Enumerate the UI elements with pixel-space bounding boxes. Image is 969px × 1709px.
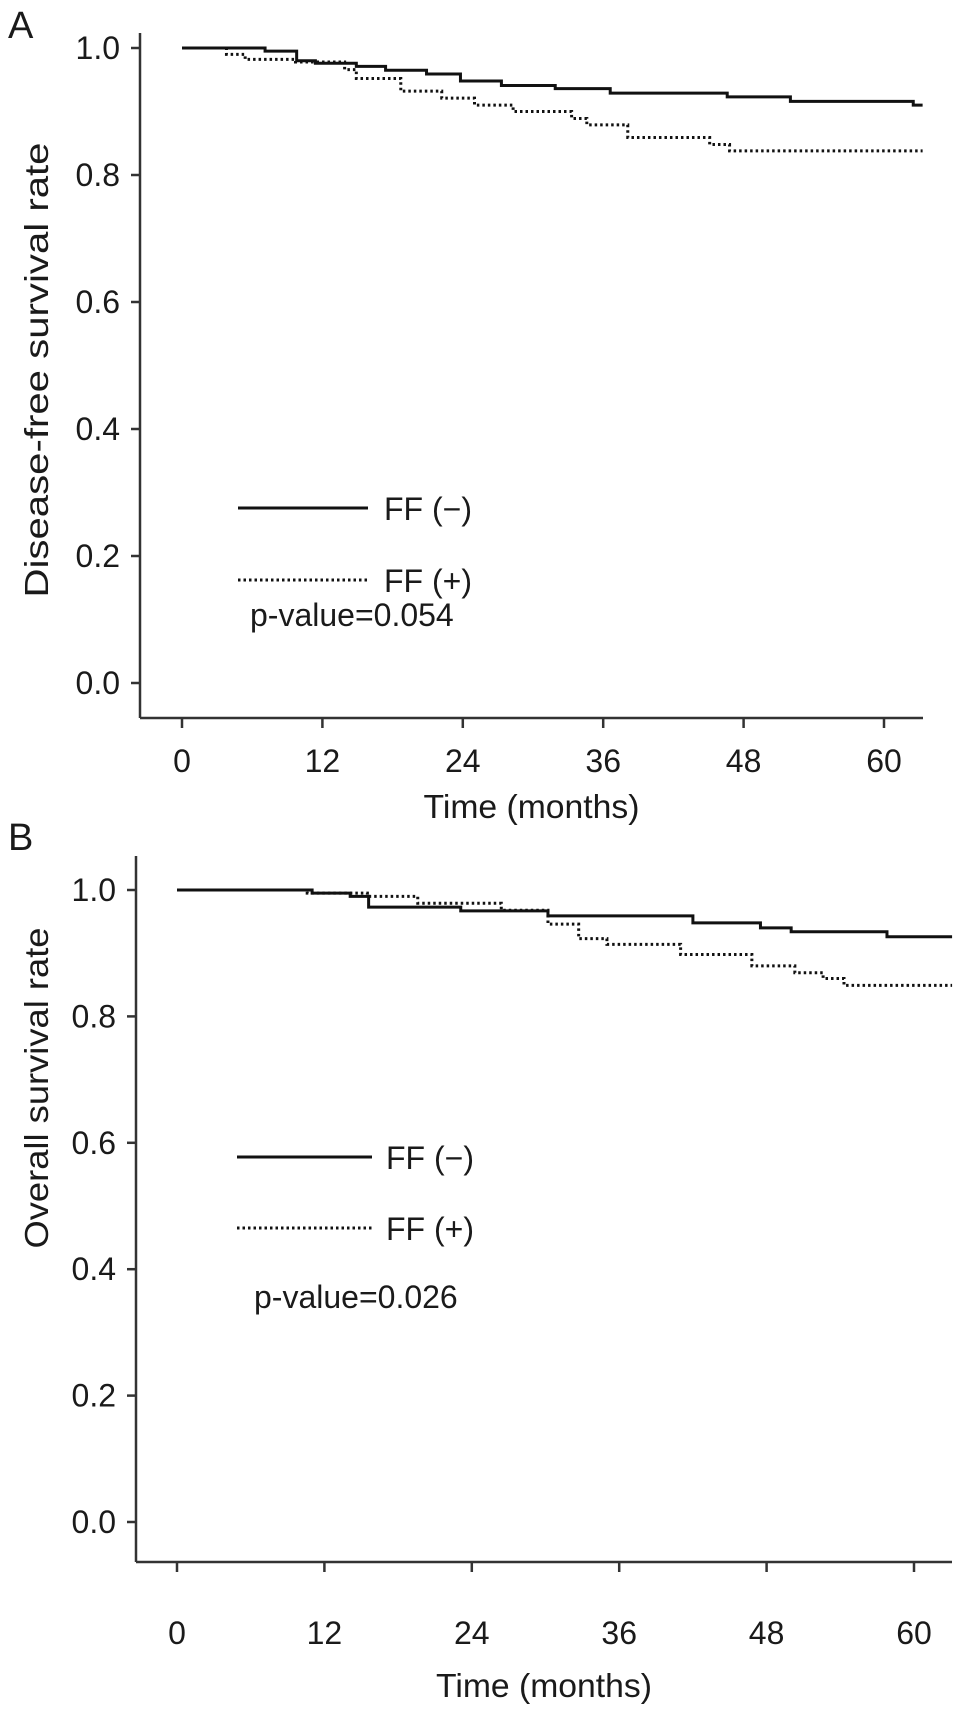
x-tick-label: 24 [454, 1615, 490, 1651]
x-tick-label: 60 [866, 743, 902, 779]
y-axis-title: Overall survival rate [18, 928, 55, 1249]
y-tick-label: 0.8 [72, 998, 116, 1034]
x-tick-label: 48 [726, 743, 762, 779]
y-tick-label: 0.0 [72, 1504, 116, 1540]
y-tick-label: 0.6 [72, 1125, 116, 1161]
panel-label: A [8, 5, 34, 47]
legend-label-ff-negative: FF (−) [386, 1140, 474, 1176]
km-curve-ff-negative [182, 46, 923, 107]
x-tick-labels: 0 12 24 36 48 60 [168, 1615, 932, 1651]
y-tick-label: 0.2 [72, 1378, 116, 1414]
x-tick-label: 60 [896, 1615, 932, 1651]
y-tick-label: 0.2 [76, 538, 120, 574]
x-tick-label: 0 [173, 743, 191, 779]
x-tick-label: 12 [307, 1615, 343, 1651]
km-curve-ff-positive [177, 888, 953, 987]
legend: FF (−) FF (+) p-value=0.054 [238, 491, 472, 633]
x-tick-label: 24 [445, 743, 481, 779]
x-tick-label: 48 [749, 1615, 785, 1651]
legend-label-ff-positive: FF (+) [386, 1211, 474, 1247]
y-tick-label: 0.6 [76, 284, 120, 320]
panel-a: A 0.0 0.2 0.4 0.6 0.8 1.0 0 12 24 36 48 … [8, 5, 923, 825]
x-tick-label: 0 [168, 1615, 186, 1651]
x-tick-label: 36 [585, 743, 621, 779]
legend-label-ff-negative: FF (−) [384, 491, 472, 527]
y-axis-title: Disease-free survival rate [18, 143, 55, 598]
p-value-annotation: p-value=0.026 [254, 1279, 458, 1315]
legend-label-ff-positive: FF (+) [384, 563, 472, 599]
y-tick-label: 0.0 [76, 665, 120, 701]
km-curve-ff-positive [182, 46, 923, 153]
x-tick-label: 36 [601, 1615, 637, 1651]
y-tick-label: 1.0 [76, 30, 120, 66]
x-axis-title: Time (months) [424, 788, 640, 825]
panel-label: B [8, 817, 33, 859]
y-tick-labels: 0.0 0.2 0.4 0.6 0.8 1.0 [76, 30, 120, 701]
p-value-annotation: p-value=0.054 [250, 597, 454, 633]
y-tick-labels: 0.0 0.2 0.4 0.6 0.8 1.0 [72, 872, 116, 1540]
y-tick-label: 0.8 [76, 157, 120, 193]
y-tick-label: 0.4 [72, 1251, 116, 1287]
y-tick-label: 0.4 [76, 411, 120, 447]
y-tick-label: 1.0 [72, 872, 116, 908]
panel-b: B 0.0 0.2 0.4 0.6 0.8 1.0 0 12 24 36 48 … [8, 817, 953, 1704]
x-tick-labels: 0 12 24 36 48 60 [173, 743, 902, 779]
legend: FF (−) FF (+) p-value=0.026 [237, 1140, 474, 1315]
x-axis-title: Time (months) [436, 1667, 652, 1704]
x-tick-label: 12 [305, 743, 341, 779]
km-curve-ff-negative [177, 888, 953, 939]
